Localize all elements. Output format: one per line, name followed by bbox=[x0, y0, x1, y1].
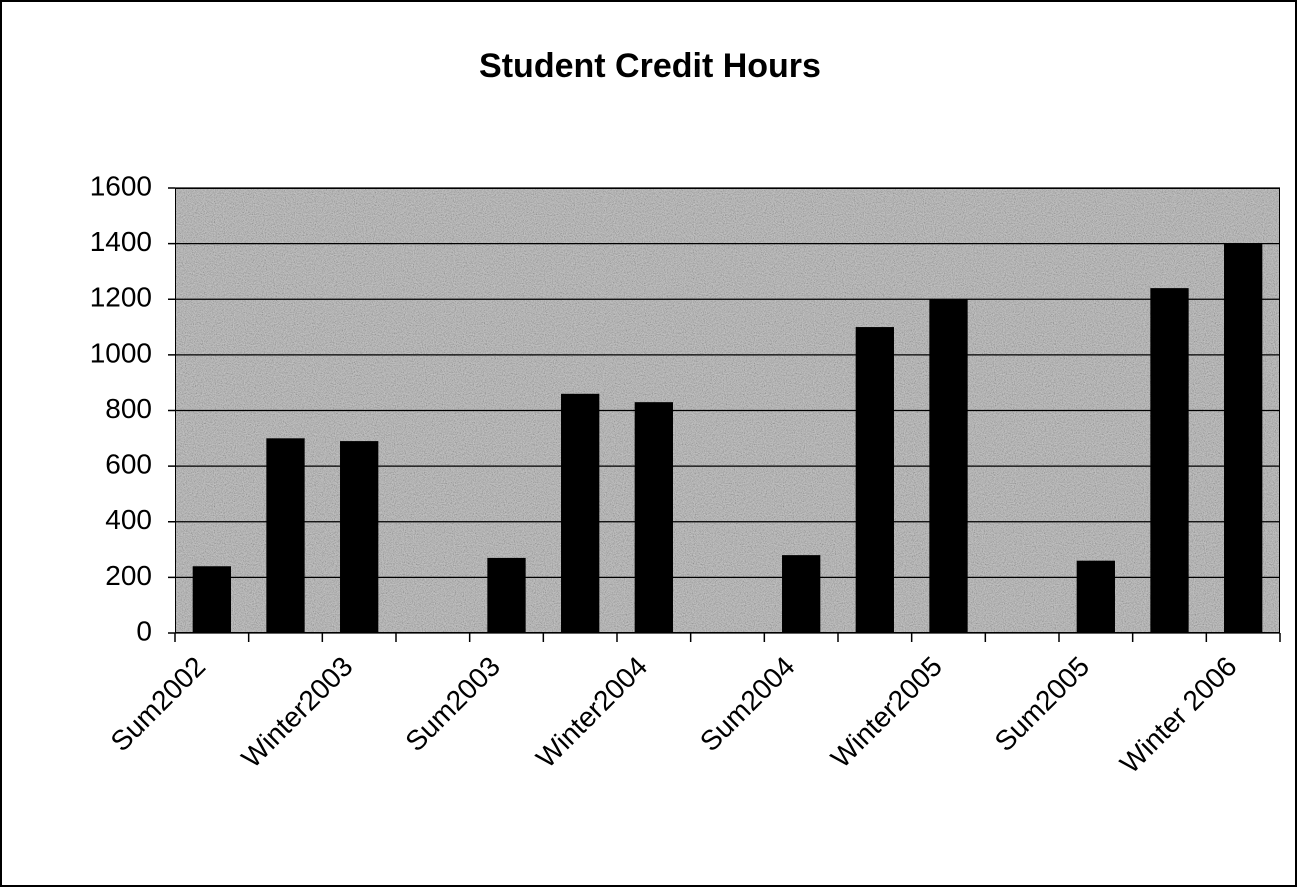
y-tick-label: 1600 bbox=[90, 170, 152, 201]
bar bbox=[1076, 560, 1115, 633]
bar bbox=[634, 402, 673, 633]
bar bbox=[1150, 288, 1189, 633]
bar bbox=[855, 327, 894, 633]
y-tick-label: 1200 bbox=[90, 282, 152, 313]
y-tick-label: 800 bbox=[105, 393, 152, 424]
bar bbox=[487, 557, 526, 633]
y-tick-label: 600 bbox=[105, 449, 152, 480]
bar bbox=[340, 441, 379, 633]
y-tick-label: 400 bbox=[105, 504, 152, 535]
bar bbox=[782, 555, 821, 633]
bar bbox=[266, 438, 305, 633]
y-tick-label: 200 bbox=[105, 560, 152, 591]
bar bbox=[192, 566, 231, 633]
y-tick-label: 1000 bbox=[90, 337, 152, 368]
y-tick-label: 1400 bbox=[90, 226, 152, 257]
y-tick-label: 0 bbox=[136, 615, 152, 646]
bar bbox=[929, 299, 968, 633]
chart-title: Student Credit Hours bbox=[479, 47, 821, 85]
bar bbox=[1224, 243, 1263, 633]
bar bbox=[561, 393, 600, 633]
